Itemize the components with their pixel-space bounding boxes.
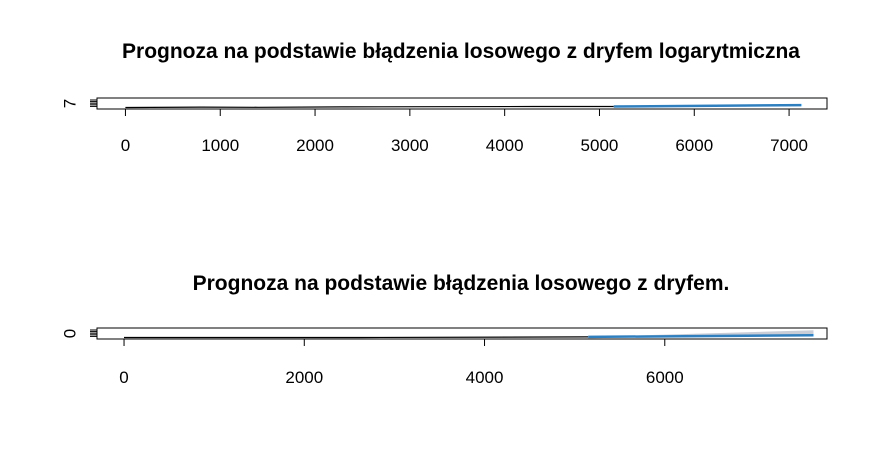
- x-tick-label: 0: [121, 136, 130, 155]
- x-axis-log: 0 1000 2000 3000 4000 5000 6000 7000: [121, 108, 808, 155]
- x-tick-label: 0: [119, 368, 128, 387]
- plot-area-log: [125, 103, 802, 109]
- y-tick-label: 7: [61, 99, 80, 108]
- x-tick-label: 4000: [466, 368, 504, 387]
- forecast-line: [588, 334, 814, 339]
- x-tick-label: 5000: [581, 136, 619, 155]
- x-axis-linear: 0 2000 4000 6000: [119, 338, 684, 387]
- x-tick-label: 6000: [646, 368, 684, 387]
- x-tick-label: 2000: [285, 368, 323, 387]
- y-axis-linear: 0: [61, 329, 97, 338]
- plot-area-linear: [124, 330, 814, 339]
- y-axis-log: 7: [61, 99, 97, 108]
- chart-title-linear: Prognoza na podstawie błądzenia losowego…: [193, 272, 730, 295]
- x-tick-label: 3000: [391, 136, 429, 155]
- chart-title-log: Prognoza na podstawie błądzenia losowego…: [122, 40, 800, 63]
- chart-panel-log: Prognoza na podstawie błądzenia losowego…: [61, 40, 828, 155]
- chart-panel-linear: Prognoza na podstawie błądzenia losowego…: [61, 272, 828, 387]
- history-line: [125, 105, 614, 109]
- x-tick-label: 1000: [201, 136, 239, 155]
- x-tick-label: 6000: [675, 136, 713, 155]
- x-tick-label: 4000: [486, 136, 524, 155]
- forecast-line: [613, 103, 802, 108]
- x-tick-label: 2000: [296, 136, 334, 155]
- x-tick-label: 7000: [770, 136, 808, 155]
- history-line: [124, 336, 589, 339]
- y-tick-label: 0: [61, 329, 80, 338]
